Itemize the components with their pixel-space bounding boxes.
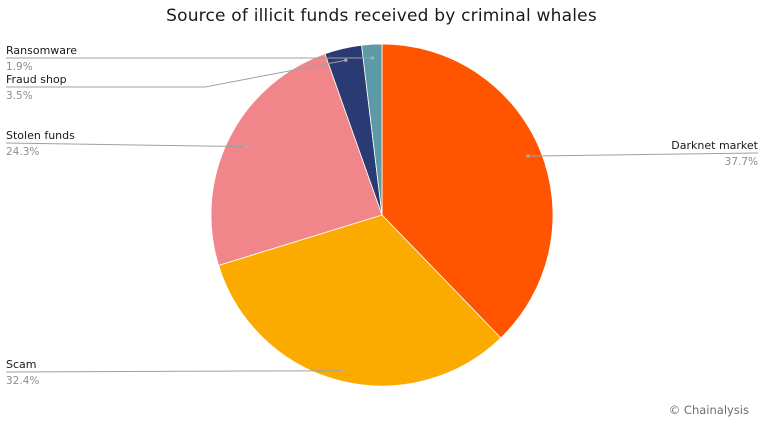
leader-line-darknet-market	[527, 152, 759, 157]
slice-label-stolen-funds: Stolen funds	[6, 129, 75, 142]
chainalysis-credit: © Chainalysis	[668, 403, 749, 417]
slice-labels: Darknet market 37.7% Scam 32.4% Stolen funds…	[6, 44, 759, 387]
slice-value-ransomware: 1.9%	[6, 61, 33, 73]
leader-dot-ransomware	[371, 56, 375, 60]
slice-label-fraud-shop: Fraud shop	[6, 73, 67, 86]
chart-title: Source of illicit funds received by crim…	[166, 6, 597, 26]
leader-dot-scam	[340, 369, 344, 373]
slice-value-scam: 32.4%	[6, 375, 39, 387]
leader-line-stolen-funds	[5, 142, 247, 148]
leader-dot-darknet-market	[526, 154, 530, 158]
slice-label-darknet-market: Darknet market	[671, 139, 758, 152]
slice-label-ransomware: Ransomware	[6, 44, 77, 57]
slice-value-darknet-market: 37.7%	[725, 156, 758, 168]
leader-line-fraud-shop	[6, 59, 346, 88]
slice-label-scam: Scam	[6, 358, 37, 371]
slice-darknet-market	[381, 43, 554, 339]
slice-ransomware	[361, 43, 383, 216]
leader-dot-stolen-funds	[244, 145, 248, 149]
leader-dot-fraud-shop	[344, 58, 348, 62]
slice-value-stolen-funds: 24.3%	[6, 146, 39, 158]
pie-slices	[210, 43, 554, 387]
slice-scam	[218, 214, 502, 387]
slice-value-fraud-shop: 3.5%	[6, 90, 33, 102]
slice-stolen-funds	[210, 53, 383, 266]
leader-lines	[5, 56, 759, 373]
leader-line-scam	[5, 370, 342, 373]
